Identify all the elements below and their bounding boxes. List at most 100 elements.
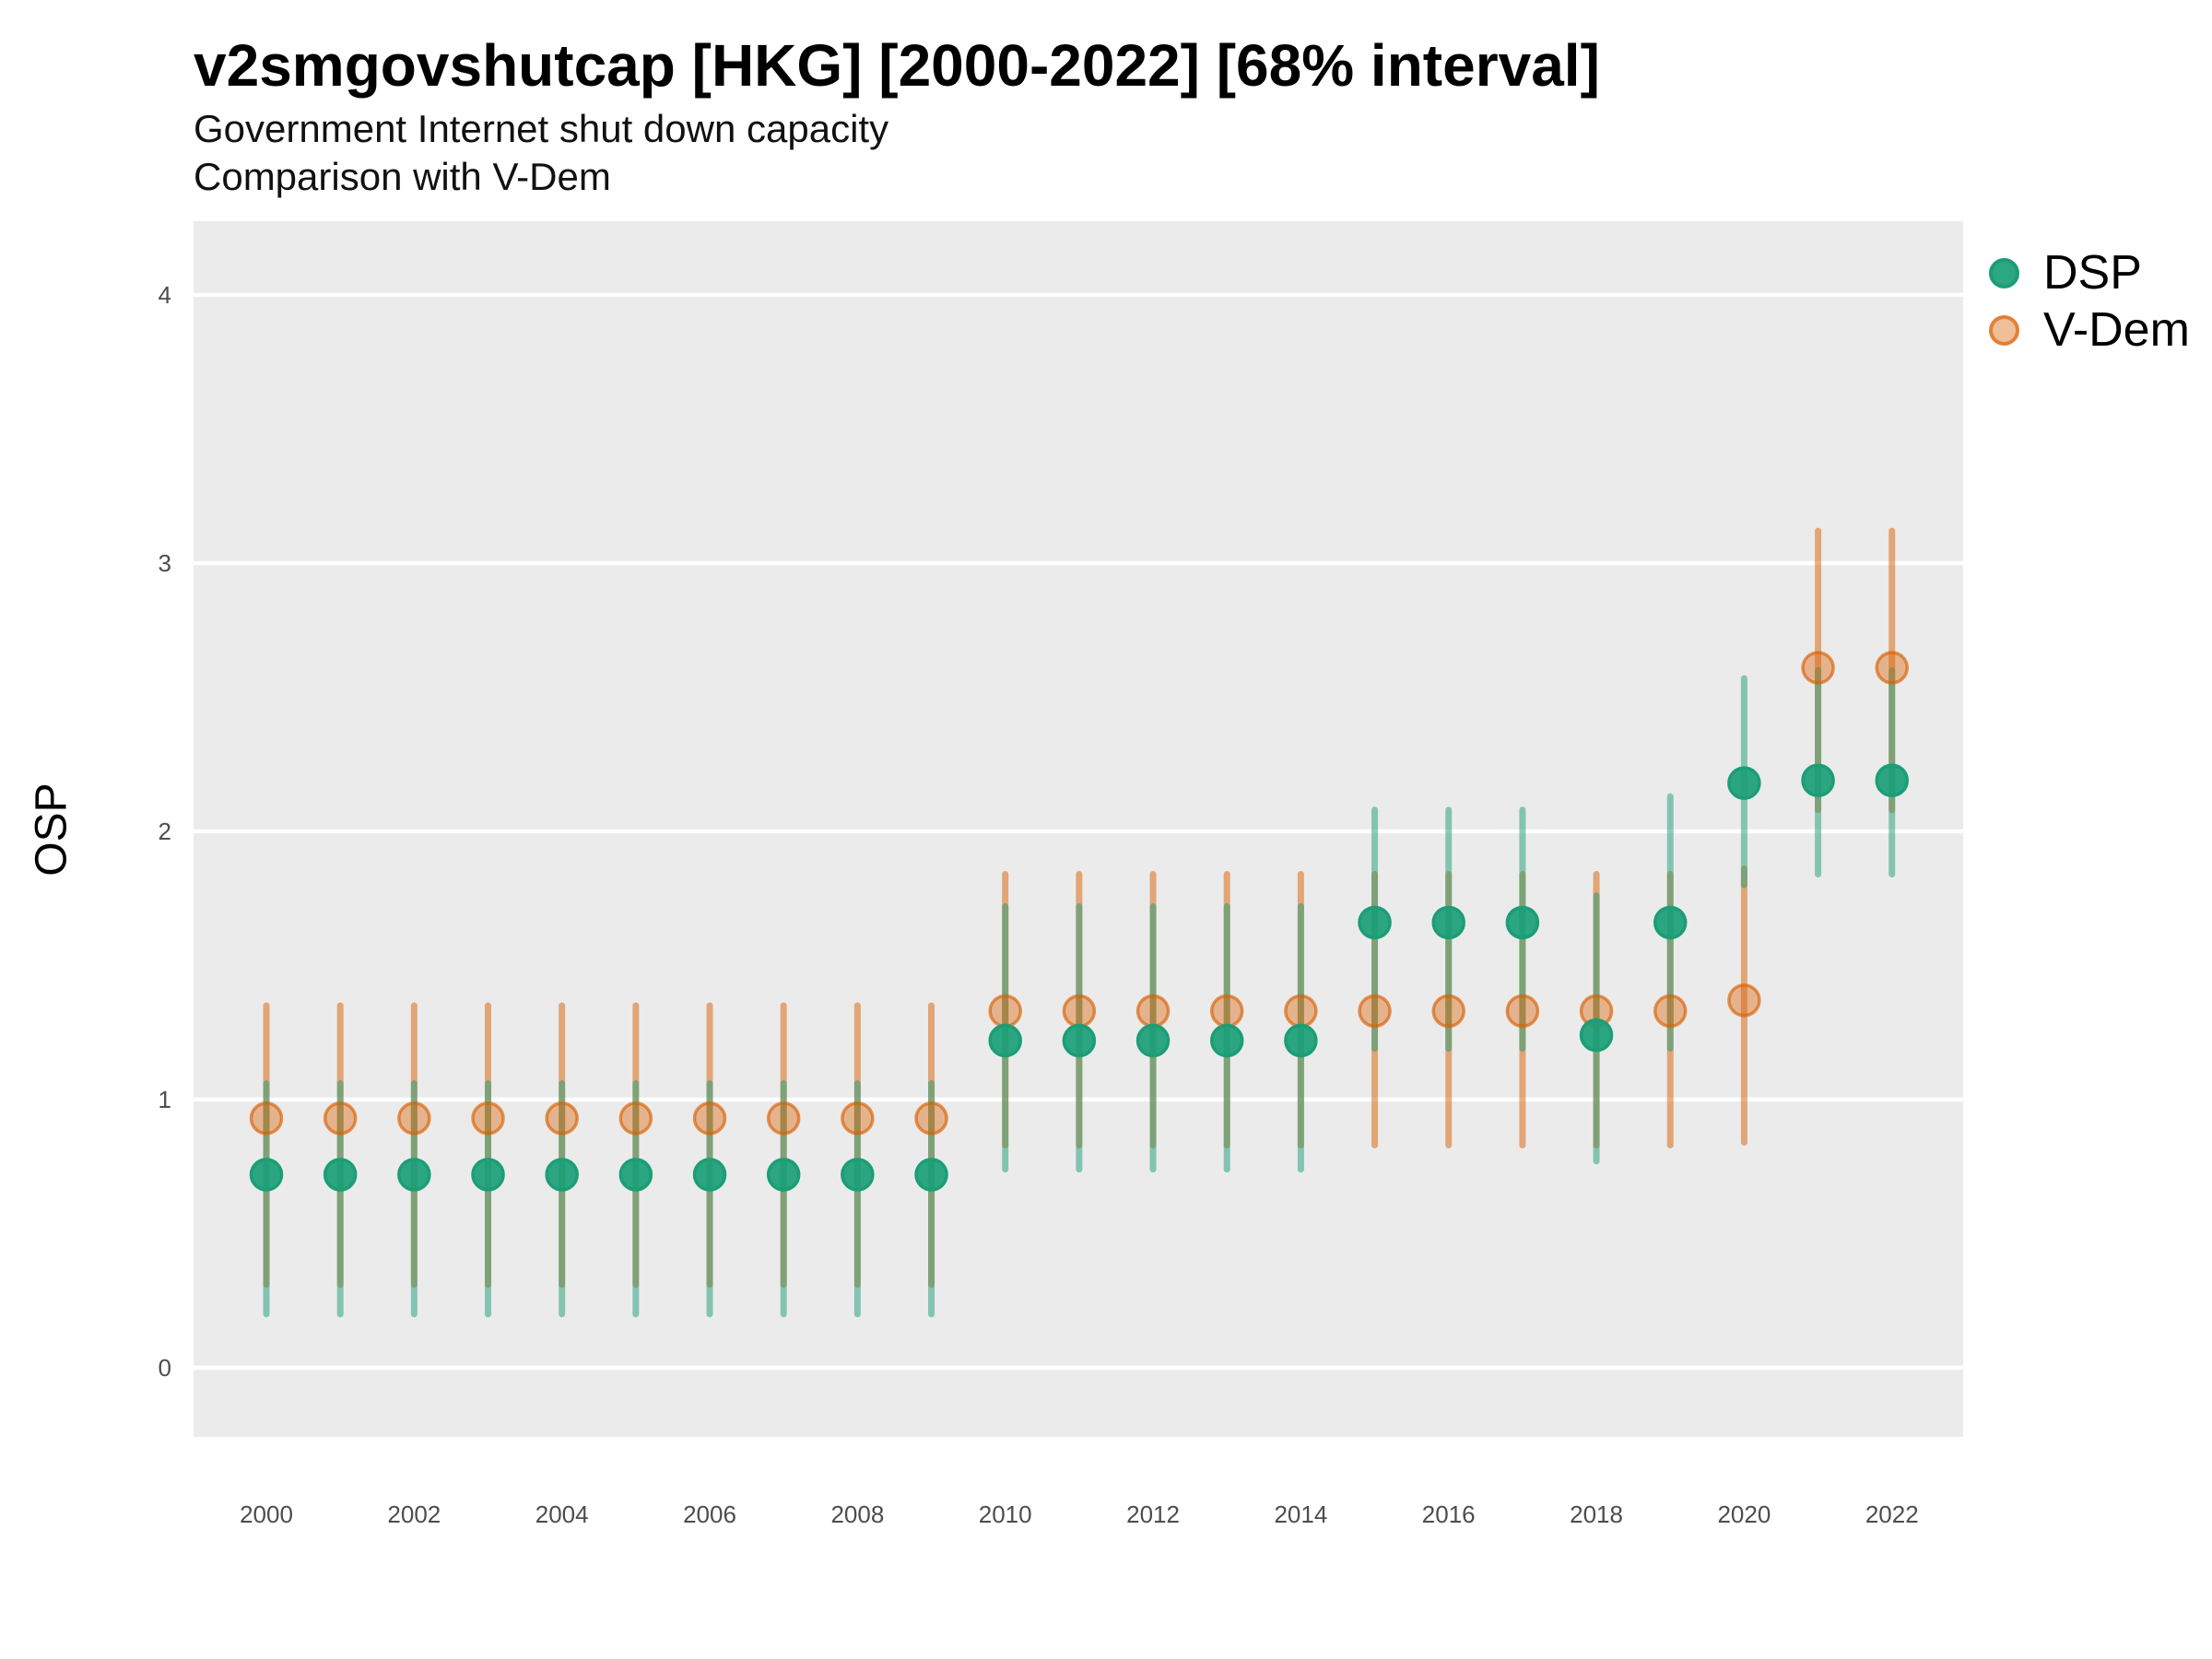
vdem-legend-dot-icon xyxy=(1989,314,2019,346)
point-dsp xyxy=(1727,766,1761,800)
year-column-2022 xyxy=(1875,527,1909,878)
x-tick-label: 2012 xyxy=(1126,1500,1180,1528)
point-vdem xyxy=(1727,983,1761,1018)
x-tick-label: 2006 xyxy=(683,1500,736,1528)
year-column-2004 xyxy=(545,1002,579,1318)
point-dsp xyxy=(841,1158,875,1192)
legend-label-dsp: DSP xyxy=(2043,246,2142,300)
point-vdem xyxy=(1062,994,1097,1029)
point-vdem xyxy=(1431,994,1465,1029)
x-tick-label: 2018 xyxy=(1570,1500,1623,1528)
y-axis-tick-labels: 0 1 2 3 4 xyxy=(159,281,171,1382)
point-vdem xyxy=(1801,651,1835,685)
year-column-2003 xyxy=(471,1002,505,1318)
point-vdem xyxy=(988,994,1022,1029)
y-tick-label: 2 xyxy=(159,818,171,845)
x-tick-label: 2008 xyxy=(830,1500,884,1528)
point-dsp xyxy=(1209,1023,1244,1058)
x-axis-tick-labels: 2000 2002 2004 2006 2008 2010 2012 2014 2016 2018… xyxy=(240,1500,1919,1528)
year-column-2011 xyxy=(1062,871,1097,1173)
legend-item-dsp: DSP xyxy=(1989,246,2190,300)
point-vdem xyxy=(1135,994,1171,1029)
point-vdem xyxy=(1209,994,1244,1029)
y-tick-label: 3 xyxy=(159,549,171,577)
point-vdem xyxy=(618,1101,653,1135)
point-dsp xyxy=(249,1158,284,1192)
year-column-2006 xyxy=(692,1002,727,1318)
point-vdem xyxy=(841,1101,875,1135)
point-dsp xyxy=(766,1158,801,1192)
point-vdem xyxy=(1358,994,1392,1029)
point-vdem xyxy=(323,1101,358,1135)
legend-item-vdem: V-Dem xyxy=(1989,303,2190,357)
data-marks xyxy=(249,527,1909,1318)
x-tick-label: 2002 xyxy=(387,1500,441,1528)
year-column-2000 xyxy=(249,1002,284,1318)
x-tick-label: 2004 xyxy=(535,1500,589,1528)
point-dsp xyxy=(618,1158,653,1192)
year-column-2012 xyxy=(1135,871,1171,1173)
chart-subtitle: Government Internet shut down capacity xyxy=(194,107,889,150)
point-dsp xyxy=(1135,1023,1171,1058)
year-column-2009 xyxy=(914,1002,948,1318)
year-column-2010 xyxy=(988,871,1022,1173)
year-column-2002 xyxy=(397,1002,431,1318)
point-dsp xyxy=(1579,1018,1614,1053)
x-tick-label: 2010 xyxy=(979,1500,1032,1528)
year-column-2007 xyxy=(766,1002,801,1318)
x-tick-label: 2000 xyxy=(240,1500,293,1528)
legend: DSP V-Dem xyxy=(1989,246,2190,357)
x-tick-label: 2014 xyxy=(1274,1500,1327,1528)
point-dsp xyxy=(692,1158,727,1192)
year-column-2020 xyxy=(1727,675,1761,1147)
y-tick-label: 4 xyxy=(159,281,171,309)
point-dsp xyxy=(1431,905,1465,940)
point-dsp xyxy=(323,1158,358,1192)
point-vdem xyxy=(1505,994,1540,1029)
point-dsp xyxy=(1062,1023,1097,1058)
point-dsp xyxy=(1801,763,1835,797)
year-column-2015 xyxy=(1358,806,1392,1148)
point-vdem xyxy=(397,1101,431,1135)
point-vdem xyxy=(1653,994,1688,1029)
panel-background xyxy=(194,221,1963,1437)
point-vdem xyxy=(914,1101,948,1135)
chart-subtitle-line2: Comparison with V-Dem xyxy=(194,155,611,198)
year-column-2021 xyxy=(1801,527,1835,878)
year-column-2017 xyxy=(1505,806,1540,1148)
point-dsp xyxy=(1358,905,1392,940)
year-column-2018 xyxy=(1579,871,1614,1165)
point-vdem xyxy=(692,1101,727,1135)
point-vdem xyxy=(471,1101,505,1135)
point-dsp xyxy=(988,1023,1022,1058)
year-column-2016 xyxy=(1431,806,1465,1148)
year-column-2001 xyxy=(323,1002,358,1318)
year-column-2014 xyxy=(1284,871,1318,1173)
point-vdem xyxy=(766,1101,801,1135)
y-tick-label: 1 xyxy=(159,1086,171,1113)
point-vdem xyxy=(545,1101,579,1135)
year-column-2008 xyxy=(841,1002,875,1318)
year-column-2005 xyxy=(618,1002,653,1318)
dsp-legend-dot-icon xyxy=(1989,257,2019,288)
x-tick-label: 2022 xyxy=(1865,1500,1919,1528)
year-column-2013 xyxy=(1209,871,1244,1173)
point-vdem xyxy=(1284,994,1318,1029)
point-dsp xyxy=(397,1158,431,1192)
point-dsp xyxy=(914,1158,948,1192)
point-dsp xyxy=(1653,905,1688,940)
x-tick-label: 2020 xyxy=(1717,1500,1771,1528)
point-vdem xyxy=(249,1101,284,1135)
legend-label-vdem: V-Dem xyxy=(2043,303,2190,357)
year-column-2019 xyxy=(1653,793,1688,1148)
x-tick-label: 2016 xyxy=(1422,1500,1476,1528)
point-vdem xyxy=(1875,651,1909,685)
point-dsp xyxy=(1875,763,1909,797)
point-dsp xyxy=(471,1158,505,1192)
point-dsp xyxy=(1505,905,1540,940)
chart-title: v2smgovshutcap [HKG] [2000-2022] [68% in… xyxy=(194,32,1600,99)
point-dsp xyxy=(545,1158,579,1192)
y-tick-label: 0 xyxy=(159,1354,171,1382)
